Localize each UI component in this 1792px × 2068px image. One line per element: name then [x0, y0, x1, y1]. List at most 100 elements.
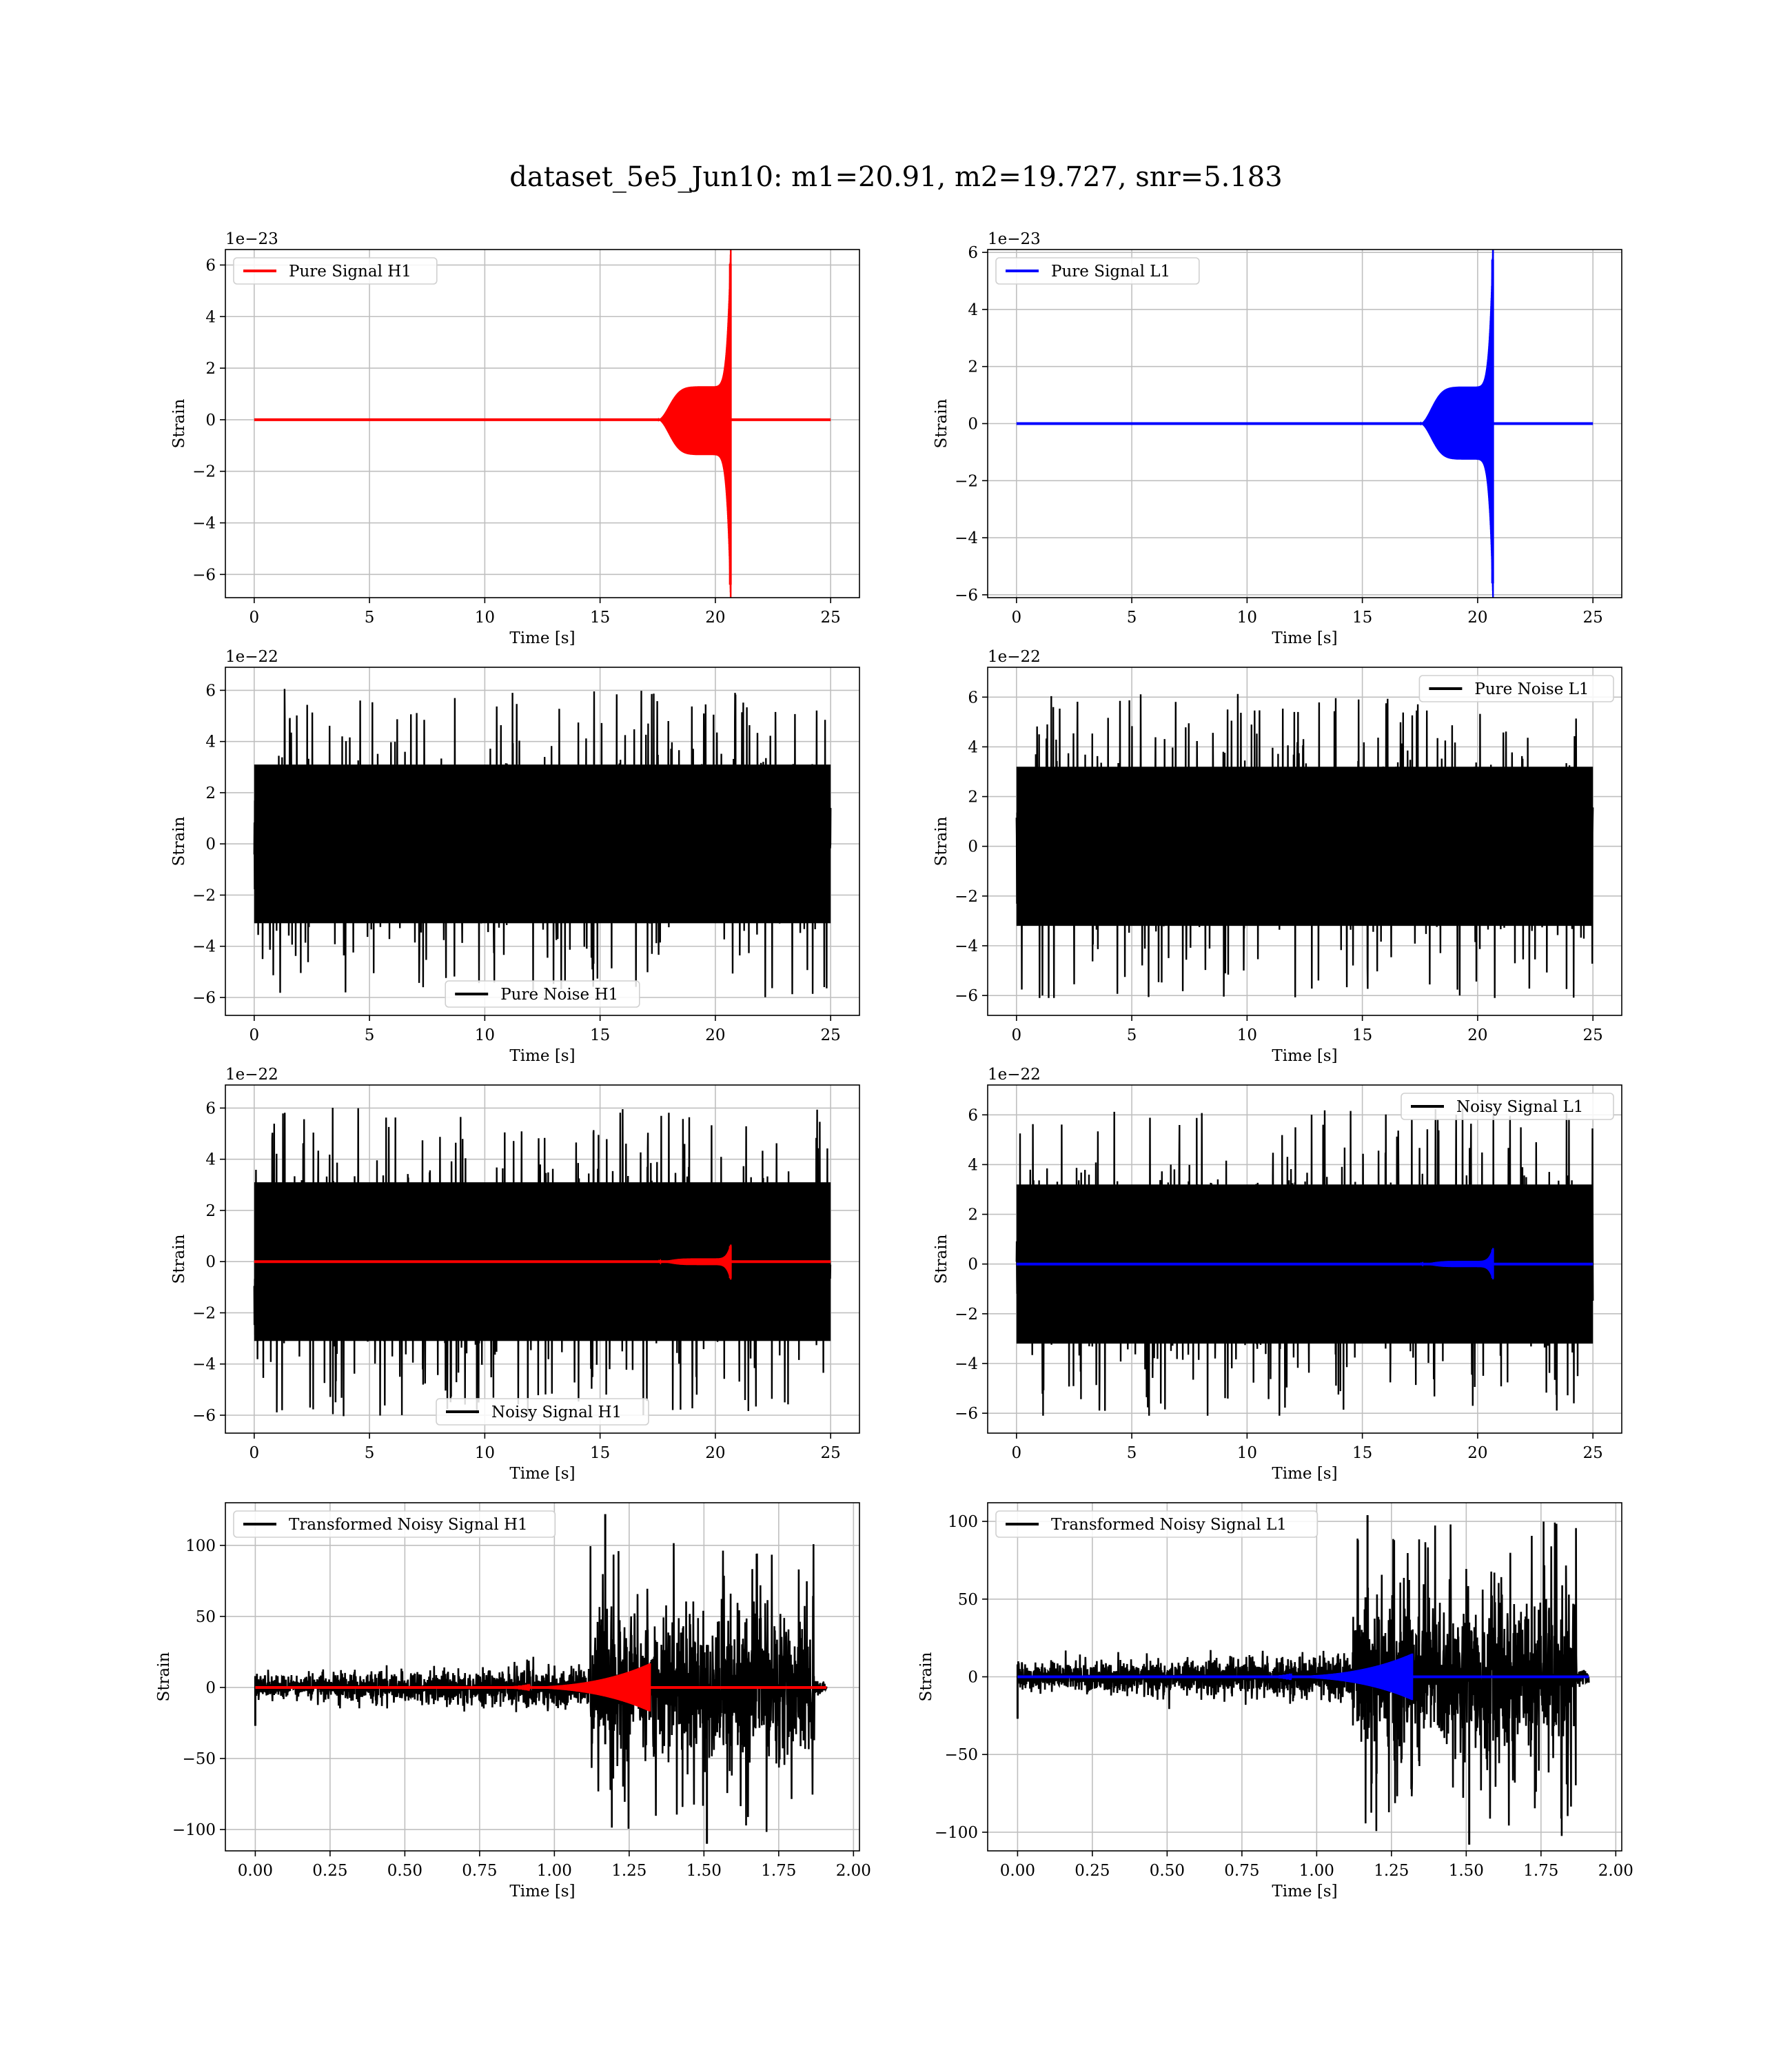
x-tick-label: 20 [705, 1444, 725, 1462]
x-tick-label: 0 [1011, 1444, 1021, 1462]
ticks: 0 5 10 15 20 25 −6 −4 −2 0 2 4 6 [955, 244, 1603, 627]
x-tick-label: 1.00 [537, 1862, 572, 1880]
y-offset-text: 1e−23 [988, 230, 1041, 248]
y-tick-label: −2 [192, 1304, 216, 1322]
plot-area [254, 250, 831, 598]
panel-noisy-signal-l1: 0 5 10 15 20 25 −6 −4 −2 0 2 4 6 Time [s] Strain 1e−22 N… [933, 1066, 1622, 1483]
x-tick-label: 1.00 [1299, 1862, 1334, 1880]
x-tick-label: 15 [1352, 1026, 1372, 1044]
legend-label: Transformed Noisy Signal H1 [289, 1516, 528, 1534]
y-tick-label: 0 [968, 416, 978, 434]
y-tick-label: −4 [192, 938, 216, 956]
x-tick-label: 0 [249, 609, 259, 627]
y-tick-label: 4 [205, 308, 216, 326]
series-line [1015, 693, 1594, 998]
y-tick-label: −100 [935, 1824, 978, 1842]
plot-area [253, 689, 832, 997]
legend: Pure Noise H1 [445, 980, 640, 1008]
y-tick-label: 6 [968, 1106, 978, 1124]
legend-box [233, 1510, 556, 1538]
legend: Transformed Noisy Signal L1 [995, 1510, 1318, 1538]
axes-frame [987, 667, 1622, 1016]
y-tick-label: 0 [968, 838, 978, 856]
x-axis-label: Time [s] [509, 629, 575, 647]
panel-pure-noise-l1: 0 5 10 15 20 25 −6 −4 −2 0 2 4 6 Time [s] Strain 1e−22 P… [933, 648, 1622, 1065]
x-tick-label: 5 [1127, 1026, 1137, 1044]
legend-label: Pure Signal L1 [1051, 263, 1170, 281]
plot-area [253, 1107, 832, 1417]
panel-pure-signal-h1: 0 5 10 15 20 25 −6 −4 −2 0 2 4 6 Time [s] Strain 1e−23 P… [170, 230, 860, 647]
y-tick-label: −4 [955, 937, 978, 955]
x-tick-label: 10 [475, 609, 495, 627]
legend: Noisy Signal H1 [436, 1398, 649, 1426]
x-axis-label: Time [s] [1272, 1047, 1337, 1065]
ticks: 0.00 0.25 0.50 0.75 1.00 1.25 1.50 1.75 2.00 −100… [172, 1537, 871, 1880]
series-line [1015, 1108, 1594, 1416]
x-tick-label: 15 [1352, 1444, 1372, 1462]
x-tick-label: 5 [365, 1026, 375, 1044]
legend-label: Noisy Signal L1 [1456, 1098, 1583, 1116]
x-tick-label: 20 [1467, 609, 1487, 627]
x-tick-label: 5 [1127, 609, 1137, 627]
ticks: 0 5 10 15 20 25 −6 −4 −2 0 2 4 6 [955, 1106, 1603, 1462]
legend: Transformed Noisy Signal H1 [233, 1510, 556, 1538]
y-tick-label: 4 [968, 1156, 978, 1174]
x-tick-label: 1.50 [1449, 1862, 1484, 1880]
ticks: 0 5 10 15 20 25 −6 −4 −2 0 2 4 6 [192, 682, 841, 1044]
series-line [254, 1543, 828, 1832]
y-tick-label: −4 [955, 529, 978, 547]
x-tick-label: 25 [821, 1026, 841, 1044]
x-tick-label: 15 [590, 1026, 610, 1044]
legend-label: Pure Noise H1 [500, 986, 618, 1004]
panel-transformed-noisy-signal-l1: 0.00 0.25 0.50 0.75 1.00 1.25 1.50 1.75 2.00 −100… [917, 1502, 1633, 1900]
x-tick-label: 10 [1237, 1444, 1257, 1462]
x-tick-label: 1.75 [1523, 1862, 1558, 1880]
y-tick-label: 100 [185, 1537, 216, 1555]
series-line [1017, 1521, 1590, 1836]
y-tick-label: −6 [192, 989, 216, 1007]
y-offset-text: 1e−22 [225, 1066, 278, 1084]
y-tick-label: −6 [955, 987, 978, 1005]
y-tick-label: 2 [205, 784, 216, 802]
y-axis-label: Strain [933, 398, 950, 448]
x-tick-label: 0 [1011, 1026, 1021, 1044]
legend: Noisy Signal L1 [1401, 1093, 1614, 1120]
x-tick-label: 25 [821, 1444, 841, 1462]
y-tick-label: −6 [192, 1407, 216, 1425]
y-tick-label: −100 [172, 1821, 216, 1839]
x-tick-label: 1.75 [761, 1862, 796, 1880]
series-line [657, 250, 732, 598]
x-tick-label: 0.75 [462, 1862, 497, 1880]
x-axis-label: Time [s] [1272, 629, 1337, 647]
x-tick-label: 2.00 [836, 1862, 871, 1880]
y-tick-label: 0 [968, 1669, 978, 1687]
x-tick-label: 20 [1467, 1444, 1487, 1462]
series-line [253, 689, 832, 997]
y-tick-label: 6 [968, 689, 978, 707]
x-tick-label: 0.00 [238, 1862, 273, 1880]
y-tick-label: −4 [192, 515, 216, 533]
y-tick-label: 50 [196, 1608, 216, 1626]
y-tick-label: 4 [968, 738, 978, 756]
ticks: 0 5 10 15 20 25 −6 −4 −2 0 2 4 6 [955, 689, 1603, 1044]
x-tick-label: 0.00 [1000, 1862, 1035, 1880]
y-tick-label: −2 [955, 1306, 978, 1324]
series-line [479, 1663, 651, 1712]
x-axis-label: Time [s] [509, 1047, 575, 1065]
y-tick-label: 6 [968, 244, 978, 262]
x-tick-label: 2.00 [1598, 1862, 1633, 1880]
y-tick-label: 0 [205, 1679, 216, 1697]
y-tick-label: 0 [205, 835, 216, 853]
plot-area [1016, 1515, 1590, 1845]
y-tick-label: −2 [955, 472, 978, 490]
x-tick-label: 5 [1127, 1444, 1137, 1462]
y-axis-label: Strain [917, 1652, 935, 1701]
x-tick-label: 25 [1583, 609, 1603, 627]
x-tick-label: 1.25 [1374, 1862, 1409, 1880]
legend-box [995, 257, 1200, 285]
legend-box [436, 1398, 649, 1426]
series-line [1241, 1653, 1414, 1701]
x-tick-label: 1.25 [611, 1862, 646, 1880]
panel-pure-signal-l1: 0 5 10 15 20 25 −6 −4 −2 0 2 4 6 Time [s] Strain 1e−23 P… [933, 230, 1622, 647]
x-tick-label: 20 [705, 1026, 725, 1044]
